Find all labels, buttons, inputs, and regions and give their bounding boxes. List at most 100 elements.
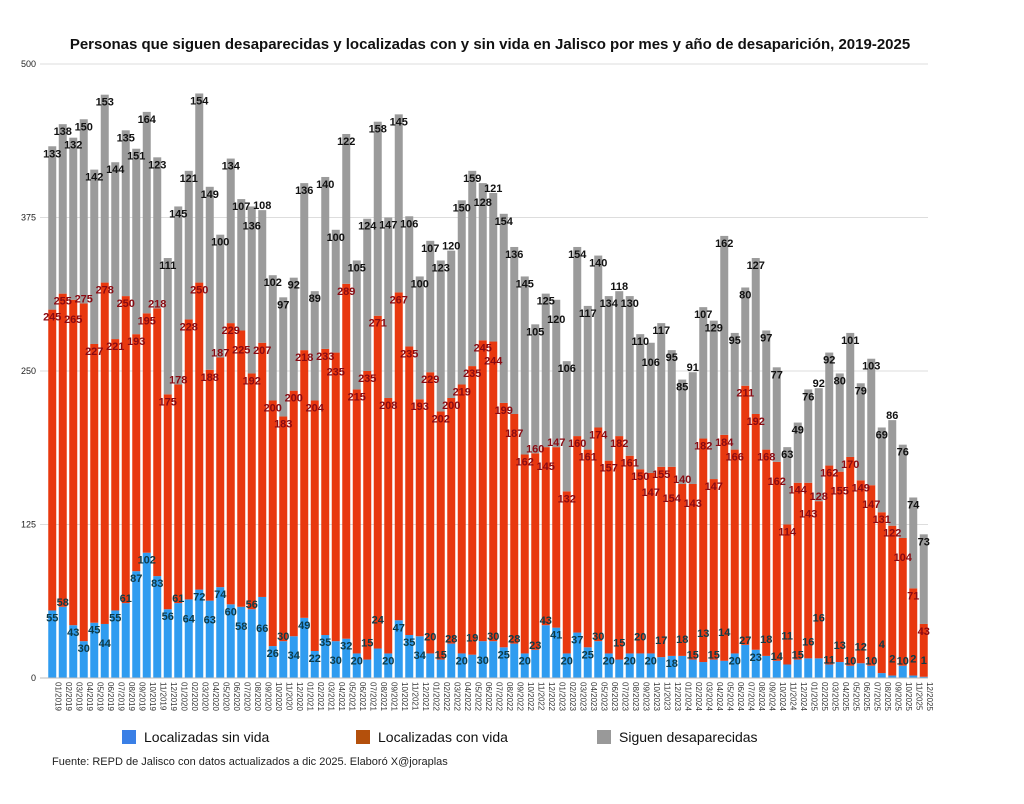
data-label: 44 [99, 638, 112, 650]
data-label: 131 [873, 514, 891, 526]
bar-segment-sin-vida [615, 659, 624, 678]
x-tick-label: 06/2024 [736, 682, 745, 711]
data-label: 154 [495, 216, 514, 228]
data-label: 155 [831, 486, 849, 498]
bar-segment-con-vida [478, 340, 487, 642]
bar-segment-sin-vida [226, 604, 235, 678]
bar-segment-sin-vida [667, 655, 676, 678]
bar-segment-con-vida [772, 461, 781, 661]
bar-segment-con-vida [247, 373, 256, 610]
y-tick-label: 250 [21, 366, 36, 376]
bar-segment-sin-vida [237, 606, 246, 678]
bar-segment-desaparecidas [342, 133, 351, 284]
bar-segment-sin-vida [888, 675, 897, 678]
bar-segment-desaparecidas [373, 121, 382, 316]
data-label: 114 [778, 527, 797, 539]
x-tick-label: 10/2019 [148, 682, 157, 711]
bar-segment-desaparecidas [279, 297, 288, 417]
bar-segment-sin-vida [510, 643, 519, 678]
data-label: 267 [390, 294, 408, 306]
data-label: 134 [600, 298, 619, 310]
data-label: 140 [589, 258, 607, 270]
bar-segment-sin-vida [394, 620, 403, 678]
bar-segment-sin-vida [195, 589, 204, 678]
data-label: 43 [540, 615, 552, 627]
bar-segment-sin-vida [646, 653, 655, 678]
data-label: 102 [138, 555, 156, 567]
data-label: 72 [193, 592, 205, 604]
bar-segment-con-vida [468, 366, 477, 655]
bar-segment-desaparecidas [751, 258, 760, 414]
bar-segment-sin-vida [352, 653, 361, 678]
data-label: 20 [424, 631, 436, 643]
data-label: 118 [610, 281, 628, 293]
x-tick-label: 08/2022 [505, 682, 514, 711]
data-label: 158 [369, 124, 387, 136]
x-tick-label: 11/2021 [410, 682, 419, 711]
bar-segment-sin-vida [856, 663, 865, 678]
data-label: 107 [232, 201, 250, 213]
data-label: 202 [432, 414, 450, 426]
bar-segment-desaparecidas [478, 183, 487, 341]
bar-segment-con-vida [352, 389, 361, 654]
data-label: 149 [852, 482, 870, 494]
data-label: 127 [747, 260, 765, 272]
data-label: 123 [148, 159, 166, 171]
legend-item-sin-vida: Localizadas sin vida [122, 729, 269, 745]
data-label: 20 [634, 631, 646, 643]
data-label: 122 [883, 528, 901, 540]
bar-segment-con-vida [457, 384, 466, 654]
data-label: 174 [589, 429, 608, 441]
data-label: 250 [190, 285, 208, 297]
bar-segment-con-vida [499, 402, 508, 648]
x-tick-label: 10/2024 [778, 682, 787, 711]
x-tick-label: 12/2021 [421, 682, 430, 711]
data-label: 69 [876, 429, 888, 441]
data-label: 227 [85, 346, 103, 358]
bar-segment-con-vida [562, 491, 571, 654]
data-label: 187 [505, 428, 523, 440]
data-label: 193 [411, 401, 429, 413]
bar-segment-sin-vida [793, 659, 802, 678]
bar-segment-con-vida [835, 471, 844, 663]
x-tick-label: 07/2019 [116, 682, 125, 711]
bar-segment-desaparecidas [909, 497, 918, 589]
bar-segment-con-vida [321, 348, 330, 636]
data-label: 143 [799, 509, 817, 521]
x-tick-label: 11/2024 [788, 682, 797, 711]
x-tick-label: 03/2020 [200, 682, 209, 711]
x-tick-label: 03/2022 [452, 682, 461, 711]
bar-segment-desaparecidas [447, 250, 456, 399]
data-label: 15 [435, 650, 447, 662]
data-label: 147 [547, 437, 565, 449]
x-tick-label: 05/2022 [473, 682, 482, 711]
bar-segment-con-vida [279, 416, 288, 642]
bar-segment-desaparecidas [205, 186, 214, 370]
data-label: 132 [558, 493, 576, 505]
bar-segment-con-vida [730, 449, 739, 654]
data-label: 13 [697, 628, 709, 640]
bar-segment-desaparecidas [772, 367, 781, 462]
bar-segment-sin-vida [447, 643, 456, 678]
data-label: 140 [316, 179, 334, 191]
data-label: 144 [106, 164, 125, 176]
bar-segment-con-vida [720, 434, 729, 661]
bar-segment-con-vida [79, 303, 88, 642]
data-label: 23 [529, 640, 541, 652]
bar-segment-desaparecidas [541, 293, 550, 448]
data-label: 182 [694, 441, 712, 453]
bar-segment-sin-vida [877, 673, 886, 678]
bar-segment-desaparecidas [846, 332, 855, 457]
legend-label: Localizadas sin vida [144, 729, 270, 745]
data-label: 219 [453, 387, 471, 399]
data-label: 47 [393, 622, 405, 634]
data-label: 76 [802, 391, 814, 403]
bar-segment-con-vida [216, 357, 225, 588]
bar-segment-con-vida [510, 413, 519, 644]
bar-segment-sin-vida [804, 658, 813, 678]
bar-segment-desaparecidas [856, 383, 865, 481]
bar-segment-desaparecidas [625, 296, 634, 456]
data-label: 124 [358, 221, 377, 233]
data-label: 221 [106, 341, 124, 353]
data-label: 10 [844, 656, 856, 668]
